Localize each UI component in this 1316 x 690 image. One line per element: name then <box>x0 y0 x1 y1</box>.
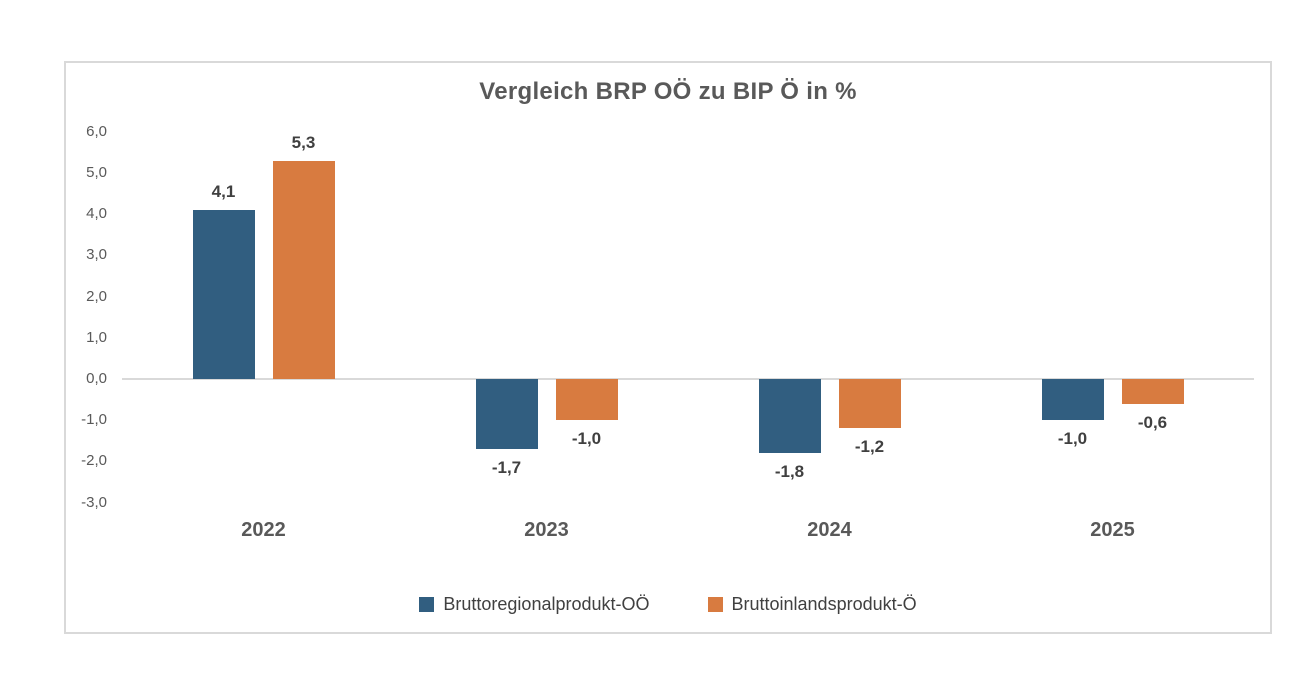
bar-brp-oo-2024 <box>758 379 821 454</box>
y-axis-tick-label: -1,0 <box>81 411 107 429</box>
bar-brp-oo-2023 <box>475 379 538 450</box>
y-axis-tick-label: 2,0 <box>86 287 107 305</box>
bar-value-label: -0,6 <box>1137 412 1168 432</box>
bar-value-label: -1,8 <box>774 462 805 482</box>
legend-label-bruttoregionalprodukt-oo: Bruttoregionalprodukt-OÖ <box>443 594 650 614</box>
y-axis-tick-label: -3,0 <box>81 493 107 511</box>
bar-value-label: -1,7 <box>491 458 522 478</box>
bar-value-label: -1,2 <box>854 437 885 457</box>
chart-title: Vergleich BRP OÖ zu BIP Ö in % <box>479 78 857 105</box>
x-axis-label-2025: 2025 <box>1090 519 1135 541</box>
chart-card: Vergleich BRP OÖ zu BIP Ö in % 6,0 5,0 4,0… <box>64 61 1272 634</box>
bar-value-label: -1,0 <box>571 429 602 449</box>
y-axis-tick-label: 0,0 <box>86 370 107 387</box>
bar-brp-oo-2022 <box>192 210 255 379</box>
y-axis-tick-label: 3,0 <box>86 246 107 264</box>
y-axis-tick-label: -2,0 <box>81 452 107 470</box>
y-axis-tick-label: 5,0 <box>86 164 107 181</box>
bar-brp-oo-2025 <box>1041 379 1104 421</box>
bar-bip-o-2023 <box>555 379 618 421</box>
y-axis-tick-label: 4,0 <box>86 205 107 223</box>
y-axis-tick-label: 1,0 <box>86 328 107 346</box>
bar-value-label: -1,0 <box>1057 429 1088 449</box>
bar-bip-o-2025 <box>1121 379 1184 404</box>
legend-item-bruttoinlandsprodukt-o: Bruttoinlandsprodukt-Ö <box>707 594 917 615</box>
legend-label-bruttoinlandsprodukt-o: Bruttoinlandsprodukt-Ö <box>731 594 917 614</box>
bar-bip-o-2024 <box>838 379 901 429</box>
legend-swatch-orange-icon <box>707 597 723 612</box>
bar-bip-o-2022 <box>272 160 335 379</box>
x-axis-label-2024: 2024 <box>807 519 852 541</box>
legend-item-bruttoregionalprodukt-oo: Bruttoregionalprodukt-OÖ <box>419 594 650 615</box>
x-axis-zero-line <box>122 378 1254 380</box>
bar-value-label: 5,3 <box>291 132 316 152</box>
bar-value-label: 4,1 <box>211 182 236 202</box>
x-axis-label-2023: 2023 <box>524 519 569 541</box>
y-axis-tick-label: 6,0 <box>86 122 107 140</box>
legend: Bruttoregionalprodukt-OÖ Bruttoinlandspr… <box>66 594 1270 615</box>
legend-swatch-blue-icon <box>419 597 435 612</box>
x-axis-label-2022: 2022 <box>241 519 286 541</box>
